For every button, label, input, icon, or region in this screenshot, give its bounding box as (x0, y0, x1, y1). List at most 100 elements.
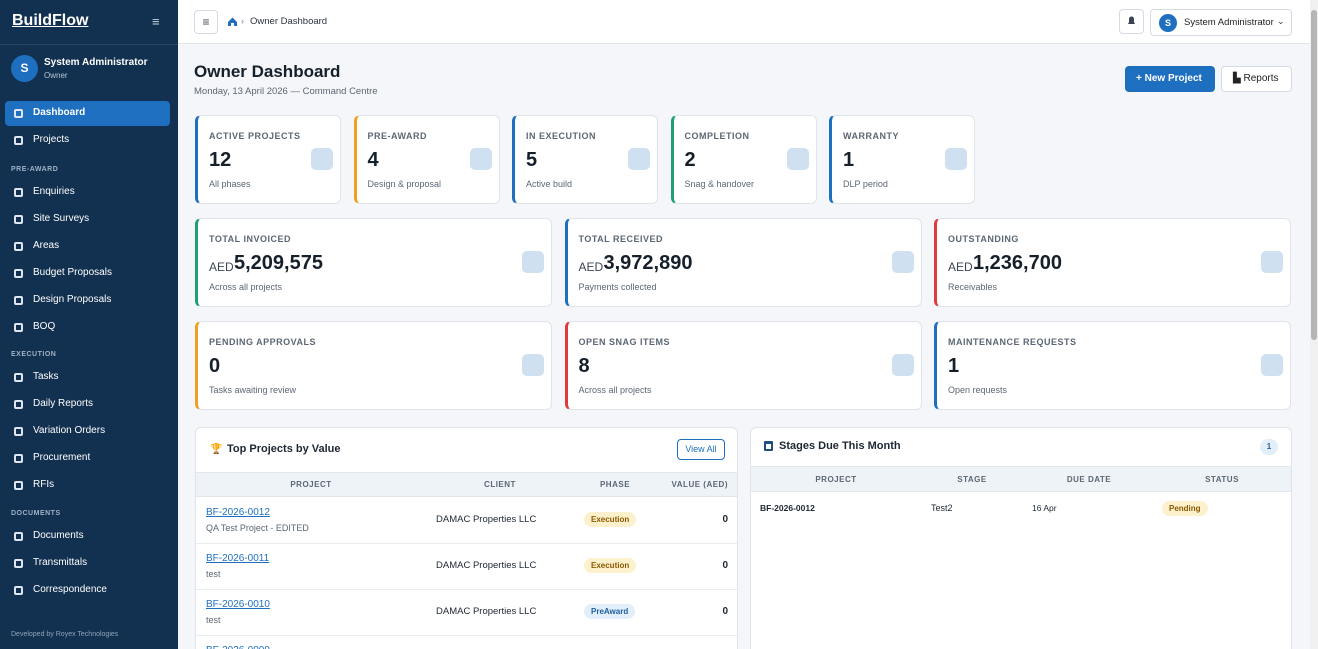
nav-item[interactable]: Design Proposals (33, 293, 112, 305)
topbar: ≡ › Owner Dashboard S System Administrat… (178, 0, 1310, 44)
menu-button[interactable]: ≡ (194, 10, 218, 34)
scrollbar (1310, 0, 1318, 649)
nav-item[interactable]: Tasks (33, 371, 59, 383)
nav-item[interactable]: Dashboard (33, 107, 86, 118)
stages-panel: Stages Due This Month 1 PROJECT STAGE DUE DA… (750, 427, 1292, 649)
kpi-card: MAINTENANCE REQUESTS 1 Open requests (934, 321, 1291, 410)
nav-item[interactable]: Transmittals (33, 556, 88, 568)
nav-item[interactable]: Enquiries (33, 186, 75, 197)
stage-project: BF-2026-0012 (760, 503, 815, 513)
nav-item[interactable]: BOQ (33, 320, 56, 332)
kpi-sub: Active build (526, 179, 573, 189)
breadcrumb-sep: › (241, 16, 244, 26)
nav-icon (14, 481, 23, 490)
panel-icon (764, 441, 773, 451)
kpi-currency: AED (948, 260, 973, 274)
kpi-value: 3,972,890 (603, 252, 693, 274)
nav-item[interactable]: Documents (33, 529, 84, 541)
user-name: System Administrator (44, 57, 148, 68)
project-code[interactable]: BF-2026-0009 (206, 645, 270, 649)
kpi-value: 8 (578, 355, 590, 377)
nav-icon (14, 373, 23, 383)
nav-item[interactable]: RFIs (33, 479, 55, 490)
project-code[interactable]: BF-2026-0012 (206, 507, 270, 518)
kpi-sub: Design & proposal (367, 179, 442, 189)
client: DAMAC Properties LLC (436, 514, 537, 525)
nav-icon (14, 322, 23, 332)
kpi-value: 5,209,575 (234, 252, 323, 274)
nav-item[interactable]: Areas (33, 239, 60, 251)
nav-item[interactable]: Procurement (33, 452, 91, 464)
nav-item[interactable]: Projects (33, 134, 70, 145)
kpi-value: 2 (684, 149, 696, 171)
kpi-label: OUTSTANDING (948, 234, 1019, 244)
kpi-value: 1 (948, 355, 960, 377)
brand[interactable]: BuildFlow (12, 12, 89, 29)
kpi-card: TOTAL RECEIVED AED 3,972,890 Payments colle… (564, 218, 922, 307)
kpi-label: MAINTENANCE REQUESTS (948, 337, 1077, 347)
kpi-sub: DLP period (843, 179, 888, 189)
kpi-card: PRE-AWARD 4 Design & proposal (353, 115, 500, 204)
kpi-icon (311, 148, 333, 170)
nav-icon (14, 241, 23, 251)
panel-title: Top Projects by Value (227, 443, 341, 455)
kpi-value: 1,236,700 (973, 252, 1062, 274)
column-header: DUE DATE (1066, 475, 1112, 484)
row-divider (196, 635, 737, 636)
project-code[interactable]: BF-2026-0011 (206, 553, 270, 564)
user-menu-name: System Administrator (1184, 17, 1274, 28)
user-menu[interactable]: S System Administrator ⌄ (1150, 9, 1292, 36)
view-all-button[interactable]: View All (677, 439, 725, 460)
top-projects-panel: 🏆 Top Projects by Value View All PROJECT CLI… (195, 427, 738, 649)
phase-badge: Execution (584, 512, 637, 527)
kpi-value: 0 (209, 355, 221, 377)
kpi-sub: Tasks awaiting review (209, 385, 297, 395)
nav-icon (14, 454, 23, 464)
due-date: 16 Apr (1032, 503, 1057, 513)
kpi-card: ACTIVE PROJECTS 12 All phases (195, 115, 341, 204)
kpi-label: PRE-AWARD (367, 131, 428, 141)
nav-item[interactable]: Correspondence (33, 583, 107, 595)
footer: Developed by Royex Technologies (11, 631, 119, 638)
new-project-button[interactable]: + New Project (1125, 66, 1215, 92)
kpi-sub: Open requests (948, 385, 1008, 395)
button-label: New Project (1144, 73, 1202, 84)
column-header: VALUE (AED) (671, 480, 728, 489)
kpi-label: OPEN SNAG ITEMS (578, 337, 671, 347)
kpi-sub: Across all projects (578, 385, 652, 395)
project-code[interactable]: BF-2026-0010 (206, 599, 270, 610)
kpi-card: PENDING APPROVALS 0 Tasks awaiting review (195, 321, 552, 410)
nav-icon (14, 400, 23, 410)
phase-badge: PreAward (584, 604, 636, 619)
kpi-sub: Across all projects (209, 282, 283, 292)
home-icon[interactable] (227, 16, 238, 27)
project-value: 0 (722, 514, 728, 525)
project-name: test (206, 569, 221, 579)
nav-item[interactable]: Variation Orders (33, 425, 106, 437)
nav-item[interactable]: Site Surveys (33, 212, 90, 224)
divider (0, 44, 178, 45)
kpi-card: TOTAL INVOICED AED 5,209,575 Across all pro… (195, 218, 552, 307)
kpi-card: OPEN SNAG ITEMS 8 Across all projects (564, 321, 922, 410)
nav-section: EXECUTION (11, 351, 57, 359)
nav-icon (14, 109, 23, 118)
button-label: Reports (1243, 73, 1279, 84)
nav-item[interactable]: Daily Reports (33, 398, 94, 410)
column-header: PHASE (599, 480, 631, 489)
count-badge: 1 (1260, 439, 1278, 455)
kpi-icon (891, 251, 914, 273)
nav-icon (14, 427, 23, 437)
nav-item[interactable]: Budget Proposals (33, 266, 112, 278)
panel-title: Stages Due This Month (779, 440, 901, 452)
notifications[interactable] (1119, 9, 1144, 34)
kpi-sub: Snag & handover (684, 179, 755, 189)
column-header: PROJECT (815, 475, 857, 484)
page-subtitle: Monday, 13 April 2026 — Command Centre (194, 86, 378, 97)
kpi-label: TOTAL RECEIVED (578, 234, 664, 244)
project-name: test (206, 615, 221, 625)
nav-section: DOCUMENTS (11, 509, 61, 517)
reports-button[interactable]: ▙ Reports (1221, 66, 1292, 92)
menu-toggle[interactable]: ≡ (152, 14, 160, 29)
kpi-icon (1261, 251, 1283, 273)
